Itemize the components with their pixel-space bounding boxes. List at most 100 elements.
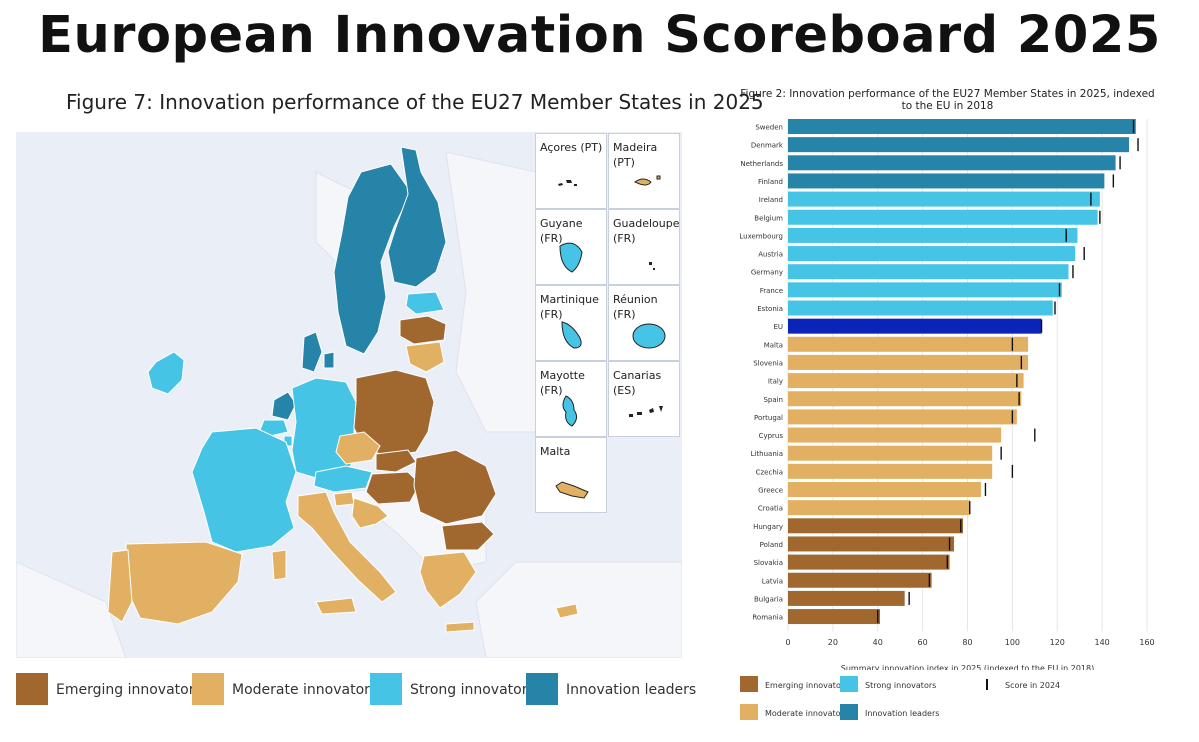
chart-title: Figure 2: Innovation performance of the … bbox=[740, 88, 1155, 112]
region-portugal bbox=[107, 549, 133, 623]
x-tick-label: 80 bbox=[962, 638, 972, 647]
score-2024-tick-icon bbox=[986, 679, 988, 690]
y-category-label: Slovenia bbox=[753, 359, 783, 367]
bar bbox=[788, 572, 932, 588]
inset-acores-label: Açores (PT) bbox=[540, 141, 603, 154]
region-romania bbox=[413, 449, 497, 525]
y-category-label: Finland bbox=[758, 178, 783, 186]
region-lithuania bbox=[405, 341, 445, 373]
x-tick-label: 20 bbox=[828, 638, 838, 647]
chart-legend-label: Score in 2024 bbox=[1005, 681, 1061, 690]
page-title: European Innovation Scoreboard 2025 bbox=[38, 6, 1161, 65]
chart-legend-swatch bbox=[740, 704, 758, 720]
chart-legend-label: Strong innovators bbox=[865, 681, 937, 690]
region-finland bbox=[387, 146, 447, 288]
region-netherlands bbox=[271, 391, 297, 421]
inset-acores-shape bbox=[558, 180, 577, 186]
x-tick-label: 120 bbox=[1050, 638, 1065, 647]
inset-malta-shape bbox=[555, 481, 589, 499]
inset-madeira-shape bbox=[634, 175, 661, 186]
region-bulgaria bbox=[441, 521, 495, 551]
inset-canarias: Canarias (ES) bbox=[608, 361, 680, 437]
bar-chart: 0 20 40 60 80 100 120 140 160 Sweden Denmark Nether… bbox=[739, 119, 1155, 670]
inset-canarias-label: Canarias (ES) bbox=[613, 369, 662, 397]
map-legend: Emerging innovators Moderate innovators … bbox=[16, 673, 696, 713]
inset-madeira: Madeira (PT) bbox=[608, 133, 680, 209]
y-category-label: Croatia bbox=[758, 505, 783, 513]
y-category-label: Portugal bbox=[754, 414, 783, 422]
inset-reunion-label: Réunion (FR) bbox=[613, 293, 658, 321]
region-latvia bbox=[399, 315, 447, 345]
y-category-label: Lithuania bbox=[751, 450, 783, 458]
legend-label: Innovation leaders bbox=[566, 682, 697, 698]
region-poland bbox=[353, 369, 435, 457]
region-hungary bbox=[365, 471, 421, 505]
inset-reunion: Réunion (FR) bbox=[608, 285, 680, 361]
inset-martinique-shape bbox=[561, 321, 582, 349]
chart-legend-label: Moderate innovators bbox=[765, 709, 848, 718]
legend-label: Strong innovators bbox=[410, 682, 535, 698]
bar bbox=[788, 409, 1017, 425]
inset-malta-label: Malta bbox=[540, 445, 571, 458]
x-tick-label: 100 bbox=[1005, 638, 1020, 647]
y-category-label: Poland bbox=[760, 541, 783, 549]
region-italy bbox=[271, 491, 397, 615]
region-greece bbox=[419, 551, 477, 633]
inset-reunion-shape bbox=[632, 323, 666, 349]
inset-guadeloupe: Guadeloupe (FR) bbox=[608, 209, 680, 285]
bar bbox=[788, 354, 1029, 370]
y-category-label: Netherlands bbox=[740, 160, 783, 168]
y-category-label: France bbox=[760, 287, 783, 295]
x-tick-label: 160 bbox=[1139, 638, 1154, 647]
chart-legend-label: Emerging innovators bbox=[765, 681, 849, 690]
bar bbox=[788, 463, 993, 479]
inset-guadeloupe-label: Guadeloupe (FR) bbox=[613, 217, 680, 245]
region-estonia bbox=[405, 291, 445, 315]
bar bbox=[788, 282, 1062, 298]
map-figure-title: Figure 7: Innovation performance of the … bbox=[66, 90, 764, 114]
bar bbox=[788, 427, 1002, 443]
bar bbox=[788, 373, 1024, 389]
y-category-label: Slovakia bbox=[754, 559, 783, 567]
inset-mayotte-shape bbox=[562, 395, 578, 427]
y-category-label: Belgium bbox=[754, 214, 783, 222]
inset-guadeloupe-shape bbox=[649, 262, 655, 270]
inset-guyane-label: Guyane (FR) bbox=[540, 217, 583, 245]
y-category-label: Sweden bbox=[755, 124, 783, 132]
region-denmark bbox=[301, 331, 335, 373]
inset-madeira-label: Madeira (PT) bbox=[613, 141, 658, 169]
bar bbox=[788, 209, 1098, 225]
bar bbox=[788, 137, 1130, 153]
bar bbox=[788, 500, 970, 516]
chart-legend-swatch bbox=[840, 704, 858, 720]
y-category-label: Luxembourg bbox=[739, 232, 783, 240]
legend-swatch bbox=[192, 673, 224, 705]
region-slovenia bbox=[333, 491, 355, 507]
y-category-label: Denmark bbox=[751, 142, 784, 150]
y-category-label: EU bbox=[773, 323, 783, 331]
chart-legend-swatch bbox=[840, 676, 858, 692]
region-croatia bbox=[351, 497, 389, 529]
bar bbox=[788, 264, 1069, 280]
chart-legend-label: Innovation leaders bbox=[865, 709, 940, 718]
region-ireland bbox=[147, 351, 185, 395]
y-category-label: Malta bbox=[764, 341, 783, 349]
bar bbox=[788, 336, 1029, 352]
region-belgium bbox=[259, 419, 289, 437]
y-category-label: Greece bbox=[758, 487, 783, 495]
region-austria bbox=[313, 465, 373, 493]
bar bbox=[788, 445, 993, 461]
x-tick-label: 140 bbox=[1094, 638, 1109, 647]
bar bbox=[788, 609, 880, 625]
region-france bbox=[191, 427, 297, 553]
y-category-label: Italy bbox=[768, 378, 783, 386]
y-category-label: Ireland bbox=[759, 196, 783, 204]
y-category-label: Estonia bbox=[757, 305, 783, 313]
y-category-label: Germany bbox=[751, 269, 783, 277]
region-slovakia bbox=[375, 449, 417, 473]
y-category-label: Spain bbox=[763, 396, 783, 404]
x-axis-label: Summary innovation index in 2025 (indexe… bbox=[841, 664, 1094, 670]
bar bbox=[788, 246, 1076, 262]
chart-legend-swatch bbox=[740, 676, 758, 692]
x-tick-label: 0 bbox=[785, 638, 790, 647]
